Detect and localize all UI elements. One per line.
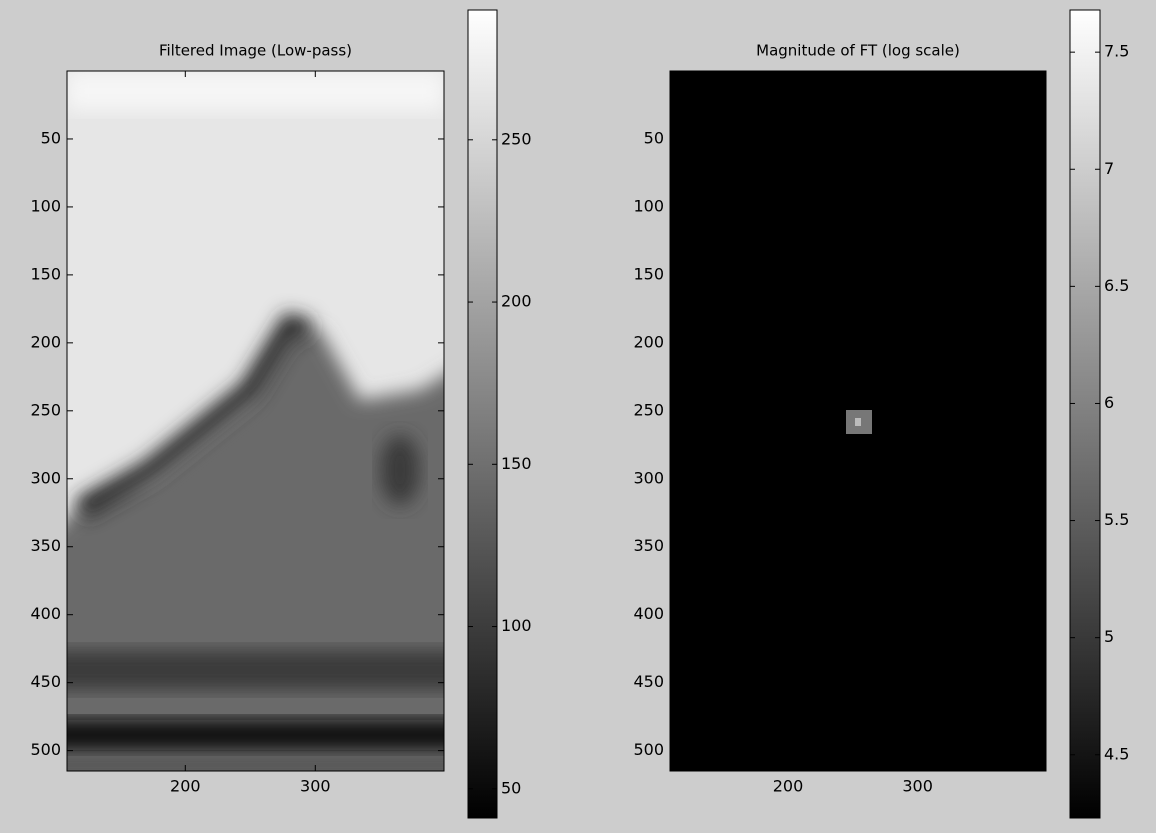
colorbar-tick-label: 5	[1104, 627, 1114, 646]
chart-title: Magnitude of FT (log scale)	[756, 42, 960, 60]
y-tick-label: 350	[30, 536, 61, 555]
y-tick-label: 100	[633, 196, 664, 215]
y-tick-label: 450	[633, 672, 664, 691]
colorbar-tick-label: 6	[1104, 393, 1114, 412]
axes-frame	[66, 70, 445, 772]
y-tick-label: 400	[633, 604, 664, 623]
image-right	[670, 71, 1046, 771]
colorbar-tick-label: 7	[1104, 159, 1114, 178]
y-tick-label: 150	[30, 264, 61, 283]
colorbar-tick-label: 5.5	[1104, 510, 1129, 529]
y-tick-label: 450	[30, 672, 61, 691]
y-tick-label: 300	[30, 468, 61, 487]
colorbar-tick-label: 6.5	[1104, 276, 1129, 295]
colorbar-tick-label: 150	[501, 454, 532, 473]
chart-title: Filtered Image (Low-pass)	[159, 42, 352, 60]
x-tick-label: 300	[902, 777, 933, 796]
axes-frame	[669, 70, 1047, 772]
y-tick-label: 200	[633, 332, 664, 351]
y-tick-label: 500	[30, 740, 61, 759]
y-tick-label: 200	[30, 332, 61, 351]
colorbar-tick-label: 4.5	[1104, 744, 1129, 763]
y-tick-label: 250	[30, 400, 61, 419]
x-tick-label: 300	[300, 777, 331, 796]
y-tick-label: 100	[30, 196, 61, 215]
y-tick-label: 150	[633, 264, 664, 283]
colorbar-tick-label: 250	[501, 129, 532, 148]
colorbar	[467, 9, 498, 819]
x-tick-label: 200	[773, 777, 804, 796]
colorbar	[1069, 9, 1101, 819]
y-tick-label: 50	[41, 128, 61, 147]
colorbar-tick-label: 7.5	[1104, 42, 1129, 61]
x-tick-label: 200	[170, 777, 201, 796]
colorbar-tick-label: 200	[501, 292, 532, 311]
y-tick-label: 400	[30, 604, 61, 623]
y-tick-label: 250	[633, 400, 664, 419]
y-tick-label: 500	[633, 740, 664, 759]
y-tick-label: 350	[633, 536, 664, 555]
colorbar-tick-label: 50	[501, 778, 521, 797]
colorbar-tick-label: 100	[501, 616, 532, 635]
image-left	[67, 71, 444, 771]
y-tick-label: 300	[633, 468, 664, 487]
y-tick-label: 50	[644, 128, 664, 147]
